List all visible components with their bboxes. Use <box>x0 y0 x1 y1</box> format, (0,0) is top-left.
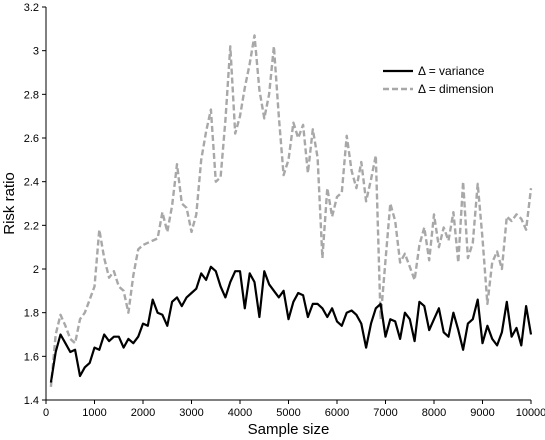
y-tick-label: 2.4 <box>24 177 39 189</box>
x-tick-label: 0 <box>43 407 49 419</box>
x-axis-title: Sample size <box>248 421 330 438</box>
x-tick-label: 6000 <box>325 407 349 419</box>
x-axis-ticks: 0 1000 2000 3000 4000 5000 6000 7000 8000 9000 100… <box>43 400 545 419</box>
x-tick-label: 10000 <box>516 407 545 419</box>
x-tick-label: 7000 <box>373 407 397 419</box>
x-tick-label: 2000 <box>131 407 155 419</box>
legend-label-dimension: Δ = dimension <box>418 82 494 96</box>
legend: Δ = variance Δ = dimension <box>383 64 494 96</box>
y-tick-label: 2.6 <box>24 133 39 145</box>
x-tick-label: 9000 <box>470 407 494 419</box>
y-tick-label: 3 <box>33 46 39 58</box>
y-tick-label: 1.4 <box>24 395 39 407</box>
x-tick-label: 3000 <box>179 407 203 419</box>
legend-label-variance: Δ = variance <box>418 64 485 78</box>
x-tick-label: 1000 <box>82 407 106 419</box>
y-tick-label: 2.8 <box>24 89 39 101</box>
y-tick-label: 1.8 <box>24 308 39 320</box>
y-axis-title: Risk ratio <box>1 172 18 235</box>
y-axis-ticks: 1.4 1.6 1.8 2 2.2 2.4 2.6 2.8 3 3.2 <box>24 2 46 407</box>
y-tick-label: 2 <box>33 264 39 276</box>
x-tick-label: 4000 <box>228 407 252 419</box>
y-tick-label: 3.2 <box>24 2 39 14</box>
x-tick-label: 8000 <box>422 407 446 419</box>
plot-lines <box>49 34 533 388</box>
series-line-dimension <box>49 34 533 388</box>
x-tick-label: 5000 <box>276 407 300 419</box>
y-tick-label: 2.2 <box>24 220 39 232</box>
series-line-variance <box>49 265 533 383</box>
y-tick-label: 1.6 <box>24 351 39 363</box>
